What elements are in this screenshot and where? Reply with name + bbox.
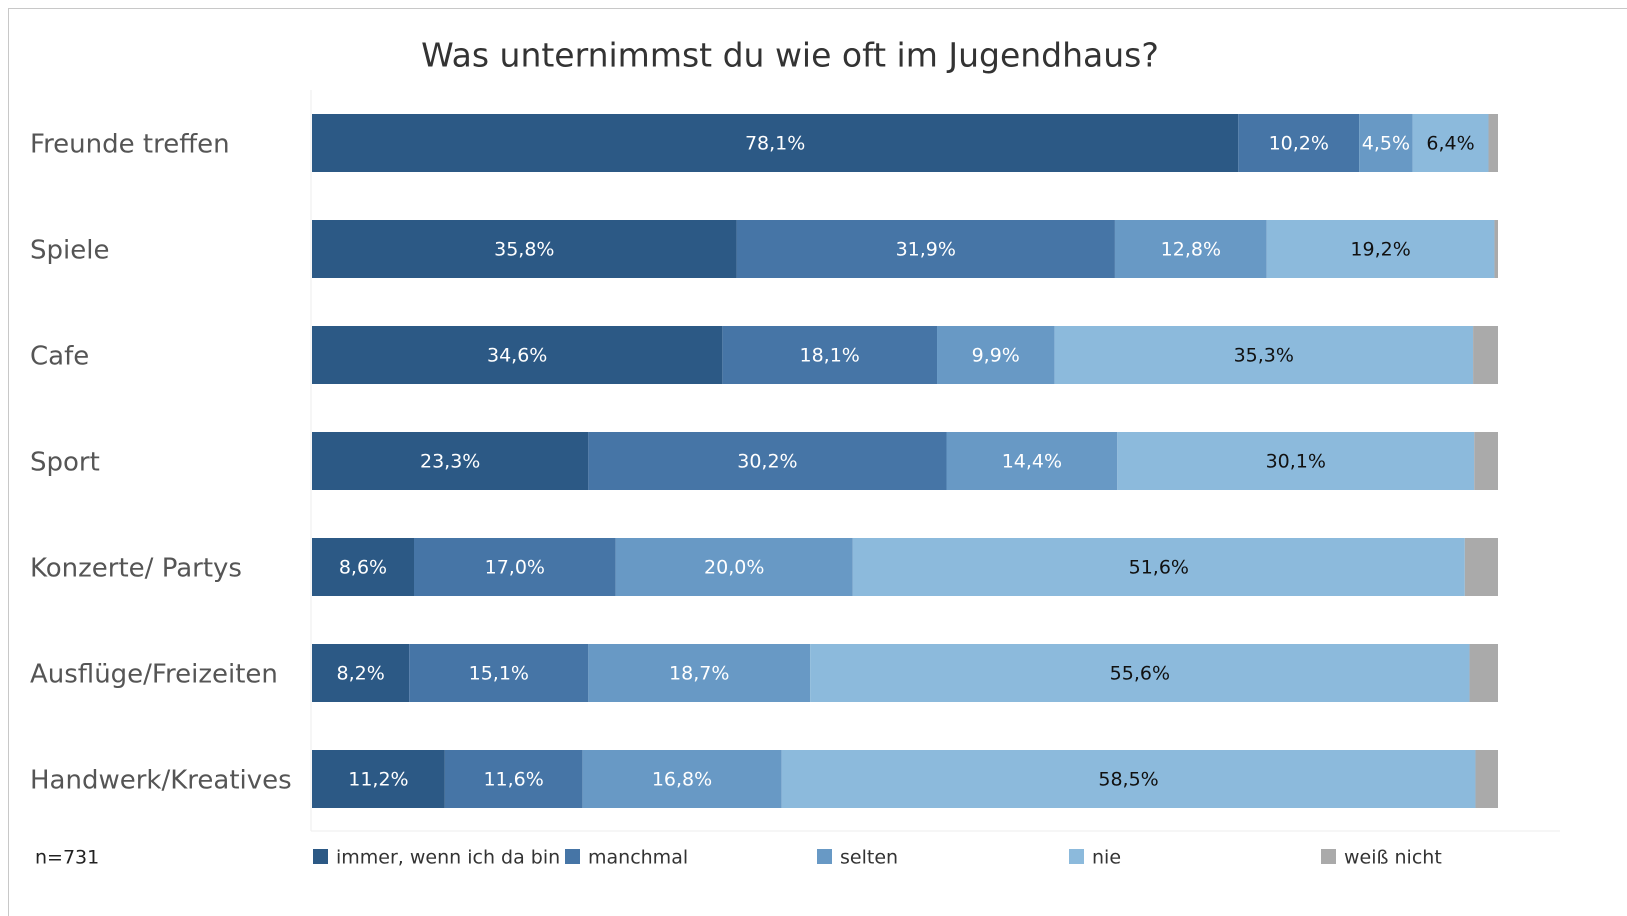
- data-label: 55,6%: [1110, 663, 1170, 685]
- data-label: 8,2%: [336, 663, 384, 685]
- data-label: 9,9%: [972, 345, 1020, 367]
- data-label: 30,1%: [1266, 451, 1326, 473]
- data-label: 31,9%: [896, 239, 956, 261]
- data-label: 35,3%: [1234, 345, 1294, 367]
- bar-segment: [312, 114, 1239, 172]
- bar-segment: [1266, 220, 1495, 278]
- bar-segment: [1359, 114, 1413, 172]
- bar-segment: [937, 326, 1055, 384]
- bar-segment: [312, 750, 445, 808]
- y-tick-label: Cafe: [30, 342, 89, 372]
- data-label: 11,2%: [348, 769, 408, 791]
- bar-segment: [722, 326, 938, 384]
- data-label: 16,8%: [652, 769, 712, 791]
- bar-segment: [312, 326, 723, 384]
- bar-segment: [1117, 432, 1475, 490]
- data-label: 35,8%: [494, 239, 554, 261]
- legend-swatch: [1069, 849, 1084, 864]
- legend-swatch: [1321, 849, 1336, 864]
- data-label: 58,5%: [1098, 769, 1158, 791]
- data-label: 19,2%: [1350, 239, 1410, 261]
- data-label: 10,2%: [1269, 133, 1329, 155]
- data-label: 15,1%: [469, 663, 529, 685]
- bar-segment: [1473, 326, 1498, 384]
- bar-segment: [615, 538, 853, 596]
- bar-segment: [781, 750, 1476, 808]
- data-label: 20,0%: [704, 557, 764, 579]
- y-tick-label: Freunde treffen: [30, 130, 230, 160]
- data-label: 51,6%: [1129, 557, 1189, 579]
- bar-segment: [1475, 750, 1498, 808]
- y-tick-label: Handwerk/Kreatives: [30, 766, 292, 796]
- data-label: 30,2%: [737, 451, 797, 473]
- y-tick-label: Konzerte/ Partys: [30, 554, 242, 584]
- bar-segment: [946, 432, 1118, 490]
- bar-segment: [1238, 114, 1360, 172]
- data-label: 34,6%: [487, 345, 547, 367]
- data-label: 78,1%: [745, 133, 805, 155]
- data-label: 17,0%: [485, 557, 545, 579]
- data-label: 18,7%: [669, 663, 729, 685]
- legend-label: nie: [1092, 847, 1121, 869]
- data-label: 4,5%: [1362, 133, 1410, 155]
- y-tick-label: Spiele: [30, 236, 109, 266]
- bar-segment: [1488, 114, 1498, 172]
- bar-segment: [1412, 114, 1489, 172]
- bar-segment: [413, 538, 616, 596]
- legend-swatch: [313, 849, 328, 864]
- data-label: 14,4%: [1002, 451, 1062, 473]
- data-label: 11,6%: [483, 769, 543, 791]
- legend-label: weiß nicht: [1344, 847, 1442, 869]
- data-label: 6,4%: [1426, 133, 1474, 155]
- bar-segment: [852, 538, 1465, 596]
- bar-segment: [1464, 538, 1498, 596]
- bar-segment: [810, 644, 1470, 702]
- bar-segment: [1054, 326, 1474, 384]
- bar-segment: [312, 644, 410, 702]
- data-label: 12,8%: [1161, 239, 1221, 261]
- bar-segment: [582, 750, 782, 808]
- bar-segment: [1474, 432, 1498, 490]
- bar-segment: [409, 644, 589, 702]
- y-tick-label: Ausflüge/Freizeiten: [30, 660, 278, 690]
- bar-segment: [1494, 220, 1498, 278]
- note: n=731: [35, 847, 99, 869]
- bar-segment: [588, 432, 947, 490]
- data-label: 23,3%: [420, 451, 480, 473]
- data-label: 18,1%: [800, 345, 860, 367]
- bar-segment: [1114, 220, 1267, 278]
- bar-segment: [312, 538, 414, 596]
- y-tick-label: Sport: [30, 448, 100, 478]
- bar-segment: [736, 220, 1115, 278]
- legend-swatch: [565, 849, 580, 864]
- legend-label: immer, wenn ich da bin: [336, 847, 560, 869]
- data-label: 8,6%: [339, 557, 387, 579]
- bar-segment: [312, 432, 589, 490]
- bar-segment: [312, 220, 737, 278]
- bar-segment: [444, 750, 583, 808]
- legend-label: selten: [840, 847, 898, 869]
- bar-segment: [588, 644, 811, 702]
- legend-label: manchmal: [588, 847, 688, 869]
- bar-segment: [1469, 644, 1498, 702]
- frame: [8, 8, 1627, 916]
- chart-title: Was unternimmst du wie oft im Jugendhaus…: [421, 36, 1159, 75]
- legend-swatch: [817, 849, 832, 864]
